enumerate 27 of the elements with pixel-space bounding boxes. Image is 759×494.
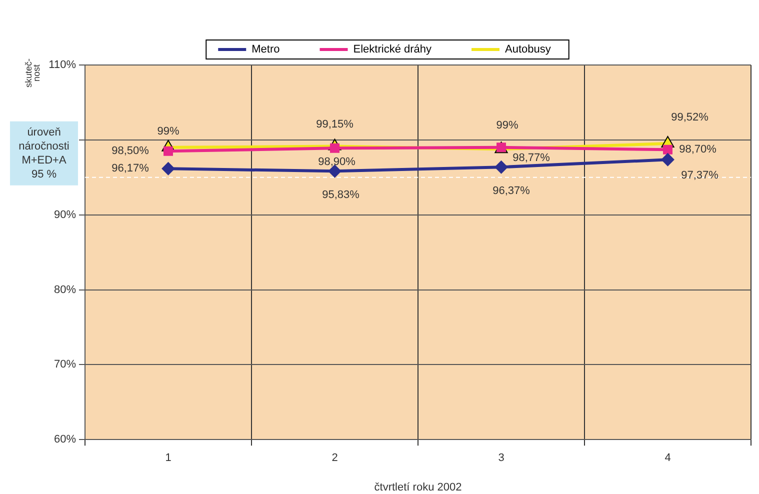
data-label: 98,77% [512,152,550,164]
y-axis-title: skuteč-nost [23,58,42,88]
y-tick-label: 60% [54,434,76,446]
data-label: 98,50% [112,145,150,158]
x-tick-label: 4 [664,452,671,464]
data-label: 96,17% [112,162,150,175]
y-tick-label: 90% [54,208,76,221]
x-axis-title: čtvrtletí roku 2002 [374,481,462,494]
y-tick-label: 110% [48,59,76,72]
x-tick-label: 3 [498,452,504,464]
data-label: 98,70% [679,144,717,156]
legend-label: Autobusy [505,44,552,56]
data-label: 97,37% [681,170,719,182]
x-tick-label: 2 [332,452,338,464]
x-tick-label: 1 [165,452,172,464]
data-label: 99% [496,119,518,132]
legend-label: Metro [252,44,280,56]
data-label: 99,52% [671,112,709,124]
data-label: 99% [157,125,180,138]
y-tick-label: 80% [54,284,76,296]
y-tick-label: 70% [54,358,76,371]
data-label: 99,15% [316,118,354,130]
data-label: 95,83% [322,189,360,202]
data-label: 96,37% [492,185,530,198]
data-label: 98,90% [318,156,356,168]
legend-label: Elektrické dráhy [353,44,432,56]
ref-line-label: úroveň náročnosti M+ED+A 95 % [18,126,70,180]
